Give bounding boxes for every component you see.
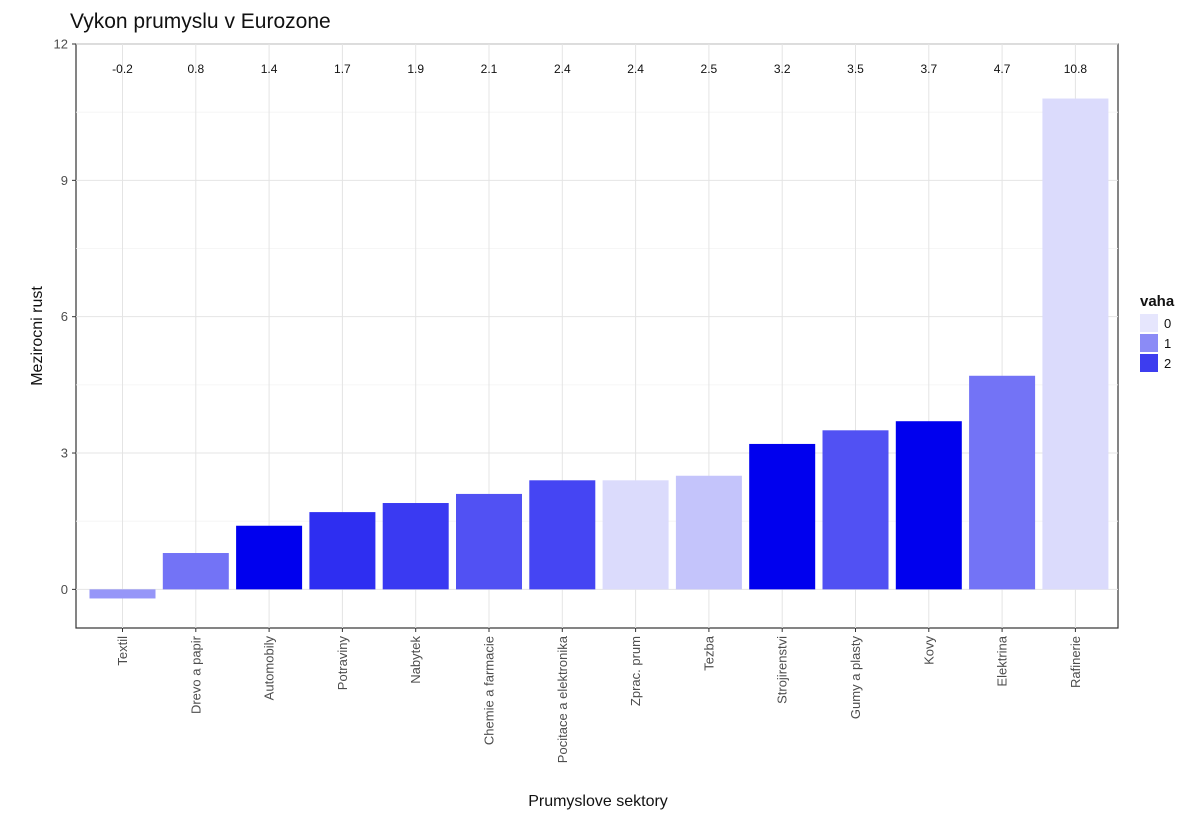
data-label: 2.5 [701,62,718,76]
x-tick-label: Gumy a plasty [848,636,863,720]
legend-key [1140,314,1158,332]
y-tick-label: 3 [61,446,68,461]
legend-label: 2 [1164,356,1171,371]
x-axis: Textil Drevo a papir Automobily Potraviny Na… [115,628,1083,763]
data-label: 1.4 [261,62,278,76]
data-label: 4.7 [994,62,1011,76]
legend-key [1140,354,1158,372]
legend: vaha 0 1 2 [1140,293,1175,372]
x-tick-label: Drevo a papir [188,635,203,714]
data-label: 2.4 [627,62,644,76]
y-tick-label: 9 [61,173,68,188]
bar [969,375,1036,590]
x-tick-label: Kovy [921,636,936,665]
legend-label: 1 [1164,336,1171,351]
bar [309,512,376,590]
x-axis-title: Prumyslove sektory [528,793,668,810]
x-tick-label: Elektrina [995,635,1010,686]
x-tick-label: Pocitace a elektronika [555,635,570,763]
y-tick-label: 12 [54,37,68,52]
bar [749,443,816,590]
data-labels: -0.2 0.8 1.4 1.7 1.9 2.1 2.4 2.4 2.5 3.2 3.5 3.7 4.7… [112,62,1087,76]
legend-label: 0 [1164,316,1171,331]
data-label: 2.4 [554,62,571,76]
bar [602,480,669,590]
y-axis-title: Mezirocni rust [29,286,46,386]
y-axis: 0 3 6 9 12 [54,37,76,597]
x-tick-label: Textil [115,636,130,666]
bar [675,475,742,590]
bars [89,98,1109,599]
data-label: 1.7 [334,62,351,76]
legend-title: vaha [1140,293,1175,310]
bar [236,525,303,590]
bar [162,553,229,590]
data-label: 1.9 [407,62,424,76]
data-label: 3.2 [774,62,791,76]
data-label: 10.8 [1064,62,1088,76]
x-tick-label: Chemie a farmacie [482,636,497,745]
bar [822,430,889,590]
x-tick-label: Nabytek [408,636,423,684]
x-tick-label: Zprac. prum [628,636,643,706]
legend-key [1140,334,1158,352]
y-tick-label: 6 [61,309,68,324]
data-label: 0.8 [187,62,204,76]
x-tick-label: Tezba [701,635,716,670]
data-label: 2.1 [481,62,498,76]
data-label: 3.7 [920,62,937,76]
x-tick-label: Rafinerie [1068,636,1083,688]
bar [529,480,596,590]
bar [456,493,522,590]
y-tick-label: 0 [61,582,68,597]
bar [89,589,156,599]
chart-title: Vykon prumyslu v Eurozone [70,10,331,33]
data-label: -0.2 [112,62,133,76]
bar [382,503,449,590]
x-tick-label: Potraviny [335,636,350,691]
data-label: 3.5 [847,62,864,76]
x-tick-label: Automobily [262,636,277,701]
bar [895,421,962,590]
x-tick-label: Strojirenstvi [775,636,790,704]
bar [1042,98,1109,590]
